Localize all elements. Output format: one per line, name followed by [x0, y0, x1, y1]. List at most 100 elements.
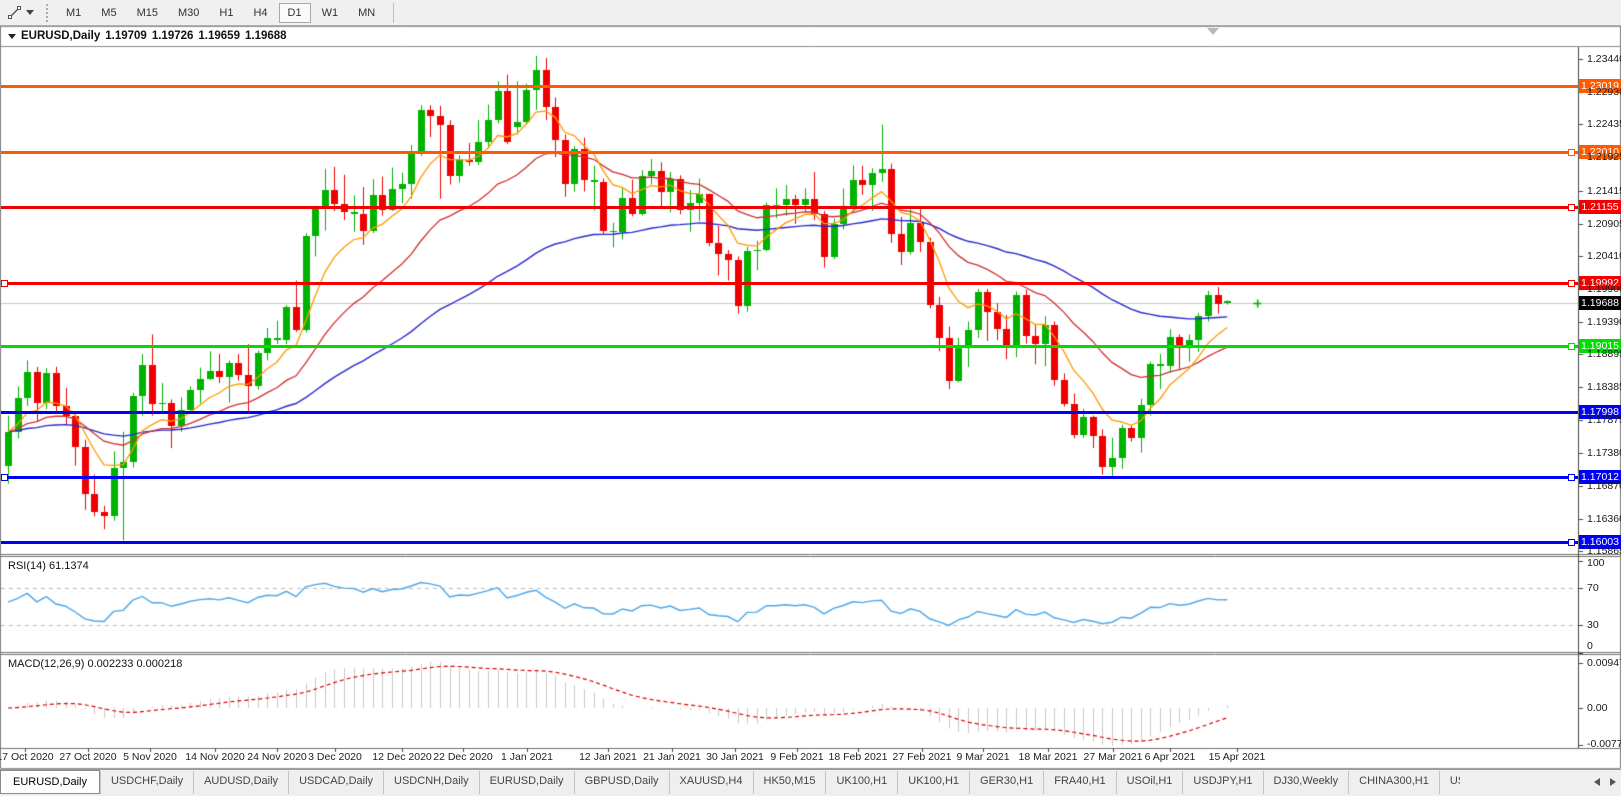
tab-EURUSD-Daily[interactable]: EURUSD,Daily [478, 771, 574, 794]
tab-scroll-left-icon[interactable] [1594, 778, 1600, 786]
tab-items: EURUSD,Daily USDCHF,Daily AUDUSD,Daily USDC… [0, 770, 1460, 794]
hline-1.21155[interactable] [1, 206, 1578, 209]
tab-XAUUSD-H4[interactable]: XAUUSD,H4 [668, 771, 753, 794]
hline-handle-right-1.16003[interactable] [1568, 539, 1575, 546]
hline-handle-right-1.22010[interactable] [1568, 149, 1575, 156]
price-label-1.22010: 1.22010 [1579, 145, 1621, 159]
bottom-tabs: EURUSD,Daily USDCHF,Daily AUDUSD,Daily USDC… [0, 769, 1621, 796]
hline-handle-right-1.19992[interactable] [1568, 280, 1575, 287]
axis-tick-1.16360: 1.16360 [1587, 513, 1621, 525]
rsi-axis-30: 30 [1587, 619, 1599, 631]
axis-tick-1.18385: 1.18385 [1587, 381, 1621, 393]
tab-GBPUSD-Daily[interactable]: GBPUSD,Daily [573, 771, 669, 794]
date-label-9-Mar-2021: 9 Mar 2021 [956, 751, 1010, 763]
date-label-5-Nov-2020: 5 Nov 2020 [123, 751, 177, 763]
hline-handle-right-1.17012[interactable] [1568, 474, 1575, 481]
tab-HK50-M15[interactable]: HK50,M15 [752, 771, 826, 794]
rsi-label: RSI(14) 61.1374 [8, 560, 89, 572]
price-label-1.21155: 1.21155 [1579, 200, 1621, 214]
price-label-1.23019: 1.23019 [1579, 79, 1621, 93]
hline-1.19015[interactable] [1, 345, 1578, 348]
macd-axis--0.007778: -0.007778 [1587, 738, 1621, 750]
axis-tick-1.17875: 1.17875 [1587, 414, 1621, 426]
ohlc-open: 1.19709 [105, 30, 147, 42]
tab-USDCAD-Daily[interactable]: USDCAD,Daily [288, 771, 383, 794]
tab-DJ30-Weekly[interactable]: DJ30,Weekly [1262, 771, 1349, 794]
rsi-axis-70: 70 [1587, 582, 1599, 594]
rsi-value: 61.1374 [48, 560, 89, 572]
date-label-21-Jan-2021: 21 Jan 2021 [643, 751, 701, 763]
tab-USDCHF-Daily[interactable]: USDCHF,Daily [99, 771, 193, 794]
axis-tick-1.23440: 1.23440 [1587, 53, 1621, 65]
price-axis[interactable] [1579, 47, 1621, 748]
tab-UK100-H1[interactable]: UK100,H1 [825, 771, 897, 794]
ohlc-high: 1.19726 [151, 30, 194, 42]
date-label-27-Feb-2021: 27 Feb 2021 [892, 751, 952, 763]
date-label-1-Jan-2021: 1 Jan 2021 [501, 751, 553, 763]
current-price-label: 1.19688 [1579, 296, 1621, 310]
ohlc-low: 1.19659 [198, 30, 240, 42]
date-label-18-Feb-2021: 18 Feb 2021 [828, 751, 888, 763]
date-label-12-Jan-2021: 12 Jan 2021 [579, 751, 637, 763]
axis-tick-1.15865: 1.15865 [1587, 545, 1621, 557]
autoscroll-marker-icon [1207, 28, 1219, 35]
axis-tick-1.16870: 1.16870 [1587, 480, 1621, 492]
axis-tick-1.18895: 1.18895 [1587, 348, 1621, 360]
tab-USDCNH-Daily[interactable]: USDCNH,Daily [383, 771, 479, 794]
price-label-1.17012: 1.17012 [1579, 470, 1621, 484]
macd-axis-0.00: 0.00 [1587, 702, 1608, 714]
axis-tick-1.17380: 1.17380 [1587, 447, 1621, 459]
price-label-1.16003: 1.16003 [1579, 535, 1621, 549]
macd-label: MACD(12,26,9) 0.002233 0.000218 [8, 658, 183, 670]
date-label-27-Oct-2020: 27 Oct 2020 [59, 751, 117, 763]
hline-handle-right-1.19015[interactable] [1568, 343, 1575, 350]
rsi-axis-100: 100 [1587, 557, 1605, 569]
price-label-1.19015: 1.19015 [1579, 339, 1621, 353]
date-label-3-Dec-2020: 3 Dec 2020 [308, 751, 362, 763]
axis-tick-1.19900: 1.19900 [1587, 283, 1621, 295]
chart-title: EURUSD,Daily 1.19709 1.19726 1.19659 1.1… [8, 30, 287, 42]
date-label-6-Apr-2021: 6 Apr 2021 [1144, 751, 1196, 763]
rsi-axis-0: 0 [1587, 640, 1593, 652]
tab-EURUSD-Daily[interactable]: EURUSD,Daily [0, 770, 100, 794]
tab-FRA40-H1[interactable]: FRA40,H1 [1043, 771, 1115, 794]
price-label-1.19992: 1.19992 [1579, 276, 1621, 290]
axis-tick-1.21415: 1.21415 [1587, 185, 1621, 197]
hline-1.16003[interactable] [1, 541, 1578, 544]
axis-tick-1.22435: 1.22435 [1587, 118, 1621, 130]
date-label-22-Dec-2020: 22 Dec 2020 [433, 751, 493, 763]
tab-CHINA300-H1[interactable]: CHINA300,H1 [1348, 771, 1439, 794]
axis-tick-1.20410: 1.20410 [1587, 250, 1621, 262]
tab-GER30-H1[interactable]: GER30,H1 [969, 771, 1043, 794]
tab-UK100-H1[interactable]: UK100,H1 [897, 771, 969, 794]
hline-1.19992[interactable] [1, 282, 1578, 285]
tab-USOil-H1[interactable]: USOil,H1 [1115, 771, 1183, 794]
hline-1.17012[interactable] [1, 476, 1578, 479]
tab-scroll-right-icon[interactable] [1610, 778, 1616, 786]
date-label-17-Oct-2020: 17 Oct 2020 [0, 751, 54, 763]
axis-tick-1.21925: 1.21925 [1587, 151, 1621, 163]
tab-USD[interactable]: USD [1438, 771, 1460, 794]
axis-tick-1.19390: 1.19390 [1587, 316, 1621, 328]
macd-signal-value: 0.000218 [136, 658, 183, 670]
price-label-1.17998: 1.17998 [1579, 405, 1621, 419]
ohlc-close: 1.19688 [244, 30, 287, 42]
date-label-12-Dec-2020: 12 Dec 2020 [372, 751, 432, 763]
date-label-15-Apr-2021: 15 Apr 2021 [1208, 751, 1266, 763]
hline-1.23019[interactable] [1, 85, 1578, 88]
hline-handle-left-1.19992[interactable] [1, 280, 8, 287]
hline-handle-left-1.17012[interactable] [1, 474, 8, 481]
date-label-24-Nov-2020: 24 Nov 2020 [247, 751, 307, 763]
hline-1.22010[interactable] [1, 151, 1578, 154]
chart-symbol: EURUSD,Daily [21, 30, 101, 42]
hline-1.17998[interactable] [1, 411, 1578, 414]
chart-collapse-icon[interactable] [8, 33, 16, 39]
tab-AUDUSD-Daily[interactable]: AUDUSD,Daily [193, 771, 288, 794]
hline-handle-right-1.21155[interactable] [1568, 204, 1575, 211]
tab-USDJPY-H1[interactable]: USDJPY,H1 [1182, 771, 1262, 794]
axis-tick-1.20905: 1.20905 [1587, 218, 1621, 230]
date-label-9-Feb-2021: 9 Feb 2021 [770, 751, 824, 763]
date-label-18-Mar-2021: 18 Mar 2021 [1018, 751, 1078, 763]
